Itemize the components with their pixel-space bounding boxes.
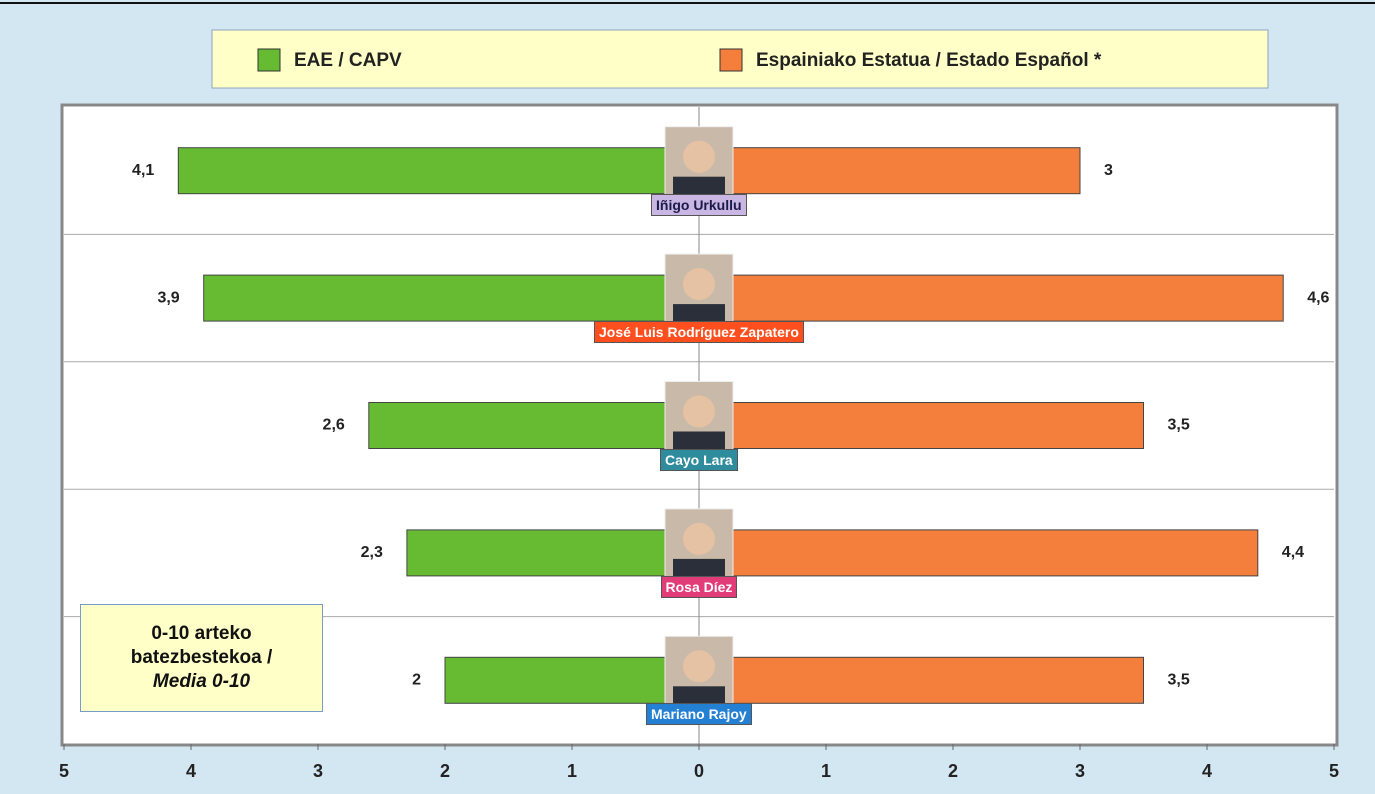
candidate-name: José Luis Rodríguez Zapatero [594,321,804,344]
x-tick-label: 3 [313,761,323,781]
x-tick-label: 4 [186,761,196,781]
bar [698,402,1144,449]
note: 0-10 arteko batezbestekoa / Media 0-10 [80,604,323,712]
bar [698,147,1081,195]
value-label: 4,4 [1282,544,1304,561]
x-tick-label: 2 [440,761,450,781]
x-tick-label: 4 [1202,761,1212,781]
note-line: 0-10 arteko [151,623,252,644]
bar [406,529,700,577]
candidate-name: Rosa Díez [660,575,738,598]
legend-label: Espainiako Estatua / Estado Español * [756,50,1102,71]
bar [444,656,700,704]
portrait-body [673,176,725,195]
portrait-body [673,304,725,323]
legend-swatch [257,48,281,72]
bar [177,147,700,195]
value-label: 4,1 [132,162,154,179]
x-tick-label: 3 [1075,761,1085,781]
candidate-name: Iñigo Urkullu [651,193,747,216]
value-label: 2 [412,672,421,689]
bar [368,402,700,449]
note-line: batezbestekoa / [130,647,273,668]
portrait-body [673,558,725,577]
bar [203,274,700,322]
note-line: Media 0-10 [152,671,251,692]
x-tick-label: 1 [567,761,577,781]
value-label: 4,6 [1307,289,1329,306]
x-tick-label: 1 [821,761,831,781]
x-tick-label: 5 [59,761,69,781]
x-tick-label: 5 [1329,761,1339,781]
bar [698,274,1284,322]
portrait-body [673,431,725,450]
bar [698,656,1144,704]
portrait-face [683,140,715,173]
value-label: 3 [1104,162,1113,179]
portrait-face [683,395,715,428]
portrait-body [673,686,725,705]
legend-swatch [719,48,743,72]
candidate-name: Mariano Rajoy [646,703,752,726]
legend-label: EAE / CAPV [294,50,402,71]
portrait-face [683,650,715,683]
candidate-name: Cayo Lara [660,448,738,471]
x-tick-label: 0 [694,761,704,781]
value-label: 3,5 [1168,417,1190,434]
portrait-face [683,268,715,301]
portrait-face [683,522,715,555]
value-label: 2,3 [361,544,383,561]
value-label: 2,6 [323,417,345,434]
bar [698,529,1259,577]
x-tick-label: 2 [948,761,958,781]
value-label: 3,9 [157,289,179,306]
value-label: 3,5 [1168,672,1190,689]
